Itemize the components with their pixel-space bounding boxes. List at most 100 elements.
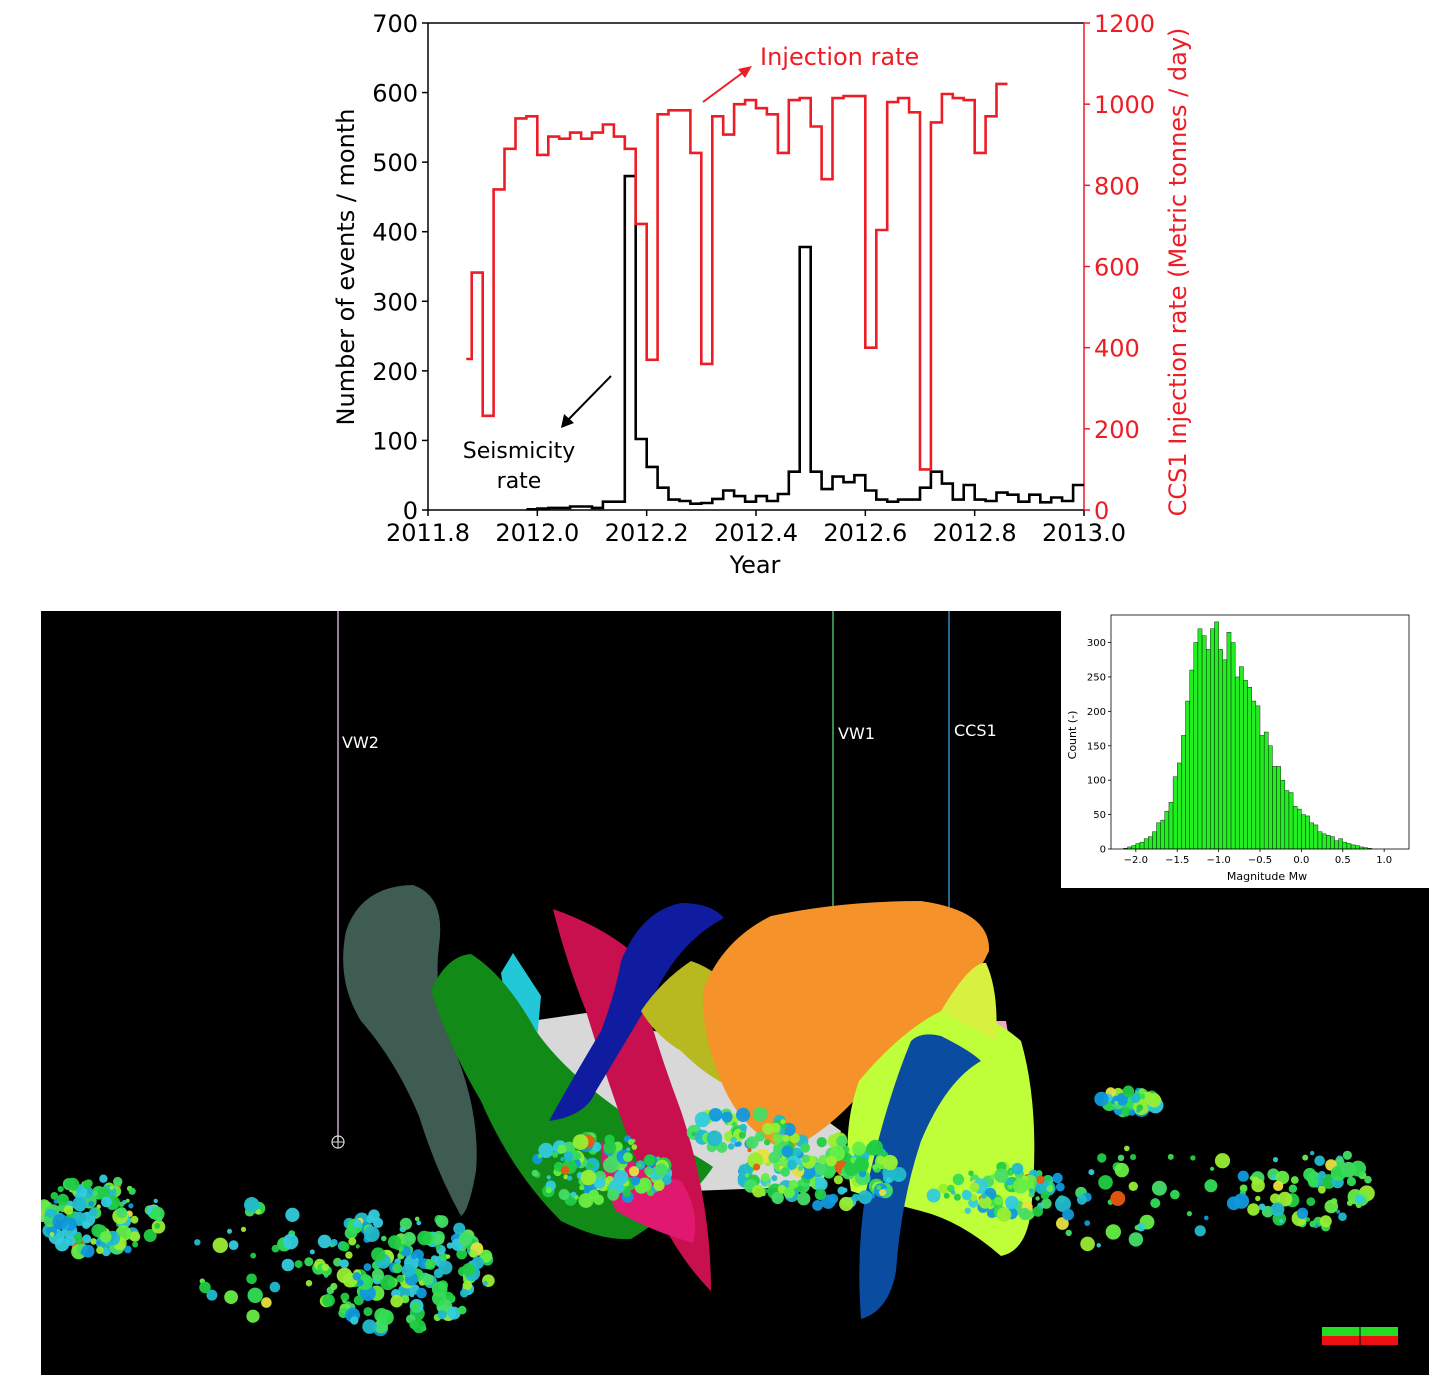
histogram-bar <box>1251 700 1257 850</box>
seismic-event <box>224 1290 239 1304</box>
seismic-event <box>560 1157 565 1162</box>
seismic-event <box>858 1190 872 1205</box>
seismic-event <box>471 1256 484 1270</box>
seismic-event <box>321 1263 330 1272</box>
fault-surface-grey <box>343 885 477 1216</box>
seismic-event <box>797 1192 811 1206</box>
seismic-event <box>52 1213 69 1230</box>
seismic-event <box>800 1142 811 1153</box>
left-y-axis-ticks: 0 100 200 300 400 500 600 700 <box>372 10 428 525</box>
histogram-y-tick-label: 300 <box>1087 638 1106 649</box>
seismic-event <box>1338 1212 1347 1221</box>
histogram-bar <box>1280 779 1286 850</box>
histogram-y-label: Count (-) <box>1066 711 1079 760</box>
seismic-event <box>462 1263 476 1276</box>
histogram-bar <box>1292 806 1298 850</box>
seismic-event <box>357 1274 374 1291</box>
histogram-bar <box>1297 808 1302 850</box>
seismic-event <box>309 1249 315 1255</box>
seismic-event <box>447 1306 461 1320</box>
seismic-event <box>558 1189 570 1200</box>
histogram-bar <box>1181 735 1186 850</box>
seismic-event <box>92 1190 98 1197</box>
seismic-event <box>1062 1208 1074 1221</box>
seismic-event <box>89 1208 98 1217</box>
histogram-bar <box>1234 676 1240 850</box>
seismic-event <box>1334 1157 1345 1168</box>
seismic-event <box>1055 1182 1065 1192</box>
seismic-event <box>560 1165 570 1175</box>
x-tick-label: 2012.4 <box>714 519 798 547</box>
histogram-bar <box>1342 841 1348 850</box>
seismic-event <box>390 1294 404 1308</box>
seismic-event <box>1018 1208 1031 1220</box>
seismic-event <box>961 1190 972 1201</box>
seismic-event <box>57 1186 64 1193</box>
seismic-event <box>410 1302 421 1312</box>
seismic-event <box>1194 1225 1206 1237</box>
seismic-event <box>1130 1154 1137 1161</box>
seismic-event <box>736 1107 751 1122</box>
seismic-event <box>1097 1153 1107 1163</box>
seismic-event <box>458 1232 473 1246</box>
seismic-event <box>787 1159 798 1170</box>
seismic-event <box>1098 1175 1113 1190</box>
seismic-event <box>409 1320 419 1330</box>
histogram-y-tick-label: 150 <box>1087 741 1106 752</box>
seismic-event <box>99 1231 112 1243</box>
seismic-event <box>1114 1100 1119 1105</box>
seismic-event <box>80 1248 88 1256</box>
seismic-event <box>1005 1178 1013 1186</box>
seismic-event <box>410 1253 418 1260</box>
histogram-bar <box>1354 845 1360 850</box>
seismic-event <box>396 1274 405 1283</box>
histogram-y-tick-label: 250 <box>1087 672 1106 683</box>
x-tick-label: 2012.2 <box>605 519 689 547</box>
seismic-event <box>261 1297 272 1308</box>
y-tick-label: 400 <box>372 219 418 247</box>
seismic-event <box>1134 1225 1140 1231</box>
seismic-event <box>1146 1093 1162 1108</box>
seismic-event <box>1272 1157 1279 1163</box>
seismic-event <box>854 1156 870 1172</box>
seismic-event <box>194 1239 201 1246</box>
seismic-event <box>130 1215 139 1224</box>
seismic-event <box>994 1168 1009 1183</box>
seismic-event <box>392 1263 403 1274</box>
seismic-event <box>1035 1196 1040 1201</box>
histogram-y-tick-label: 200 <box>1087 707 1106 718</box>
seismic-event <box>1258 1203 1266 1211</box>
fault-surface-lime-upper <box>941 962 997 1041</box>
seismic-event <box>867 1139 884 1156</box>
seismic-event <box>1237 1170 1249 1182</box>
seismic-event <box>788 1179 799 1190</box>
x-tick-label: 2012.6 <box>823 519 907 547</box>
histogram-bar <box>1301 814 1306 850</box>
seismic-event <box>1080 1236 1095 1252</box>
seismic-event <box>1226 1196 1241 1211</box>
seismic-event <box>1128 1181 1139 1191</box>
seismic-event <box>350 1316 359 1325</box>
seismic-event <box>228 1240 239 1251</box>
seismicity-annotation-line2: rate <box>497 469 542 494</box>
y-tick-label: 700 <box>372 10 418 38</box>
seismic-event <box>1204 1179 1218 1193</box>
seismic-event <box>1319 1215 1332 1228</box>
seismic-event <box>363 1307 373 1317</box>
histogram-bar <box>1305 815 1310 850</box>
right-y-tick-label: 200 <box>1094 416 1140 444</box>
seismic-event <box>417 1230 432 1246</box>
histogram-y-ticks: 0 50 100 150 200 250 300 <box>1087 638 1111 856</box>
seismic-event <box>399 1217 412 1230</box>
seismic-event <box>1150 1198 1161 1209</box>
seismic-event <box>330 1282 338 1291</box>
y-tick-label: 300 <box>372 288 418 316</box>
seismic-event <box>482 1280 488 1286</box>
seismic-event <box>132 1241 139 1248</box>
seismic-event <box>1013 1178 1029 1194</box>
seismic-event <box>695 1120 703 1128</box>
histogram-x-ticks: −2.0 −1.5 −1.0 −0.5 0.0 0.5 1.0 <box>1124 849 1392 866</box>
seismic-event <box>1364 1175 1372 1184</box>
seismicity-annotation-line1: Seismicity <box>463 439 575 464</box>
injection-annotation-arrowhead <box>738 66 752 78</box>
